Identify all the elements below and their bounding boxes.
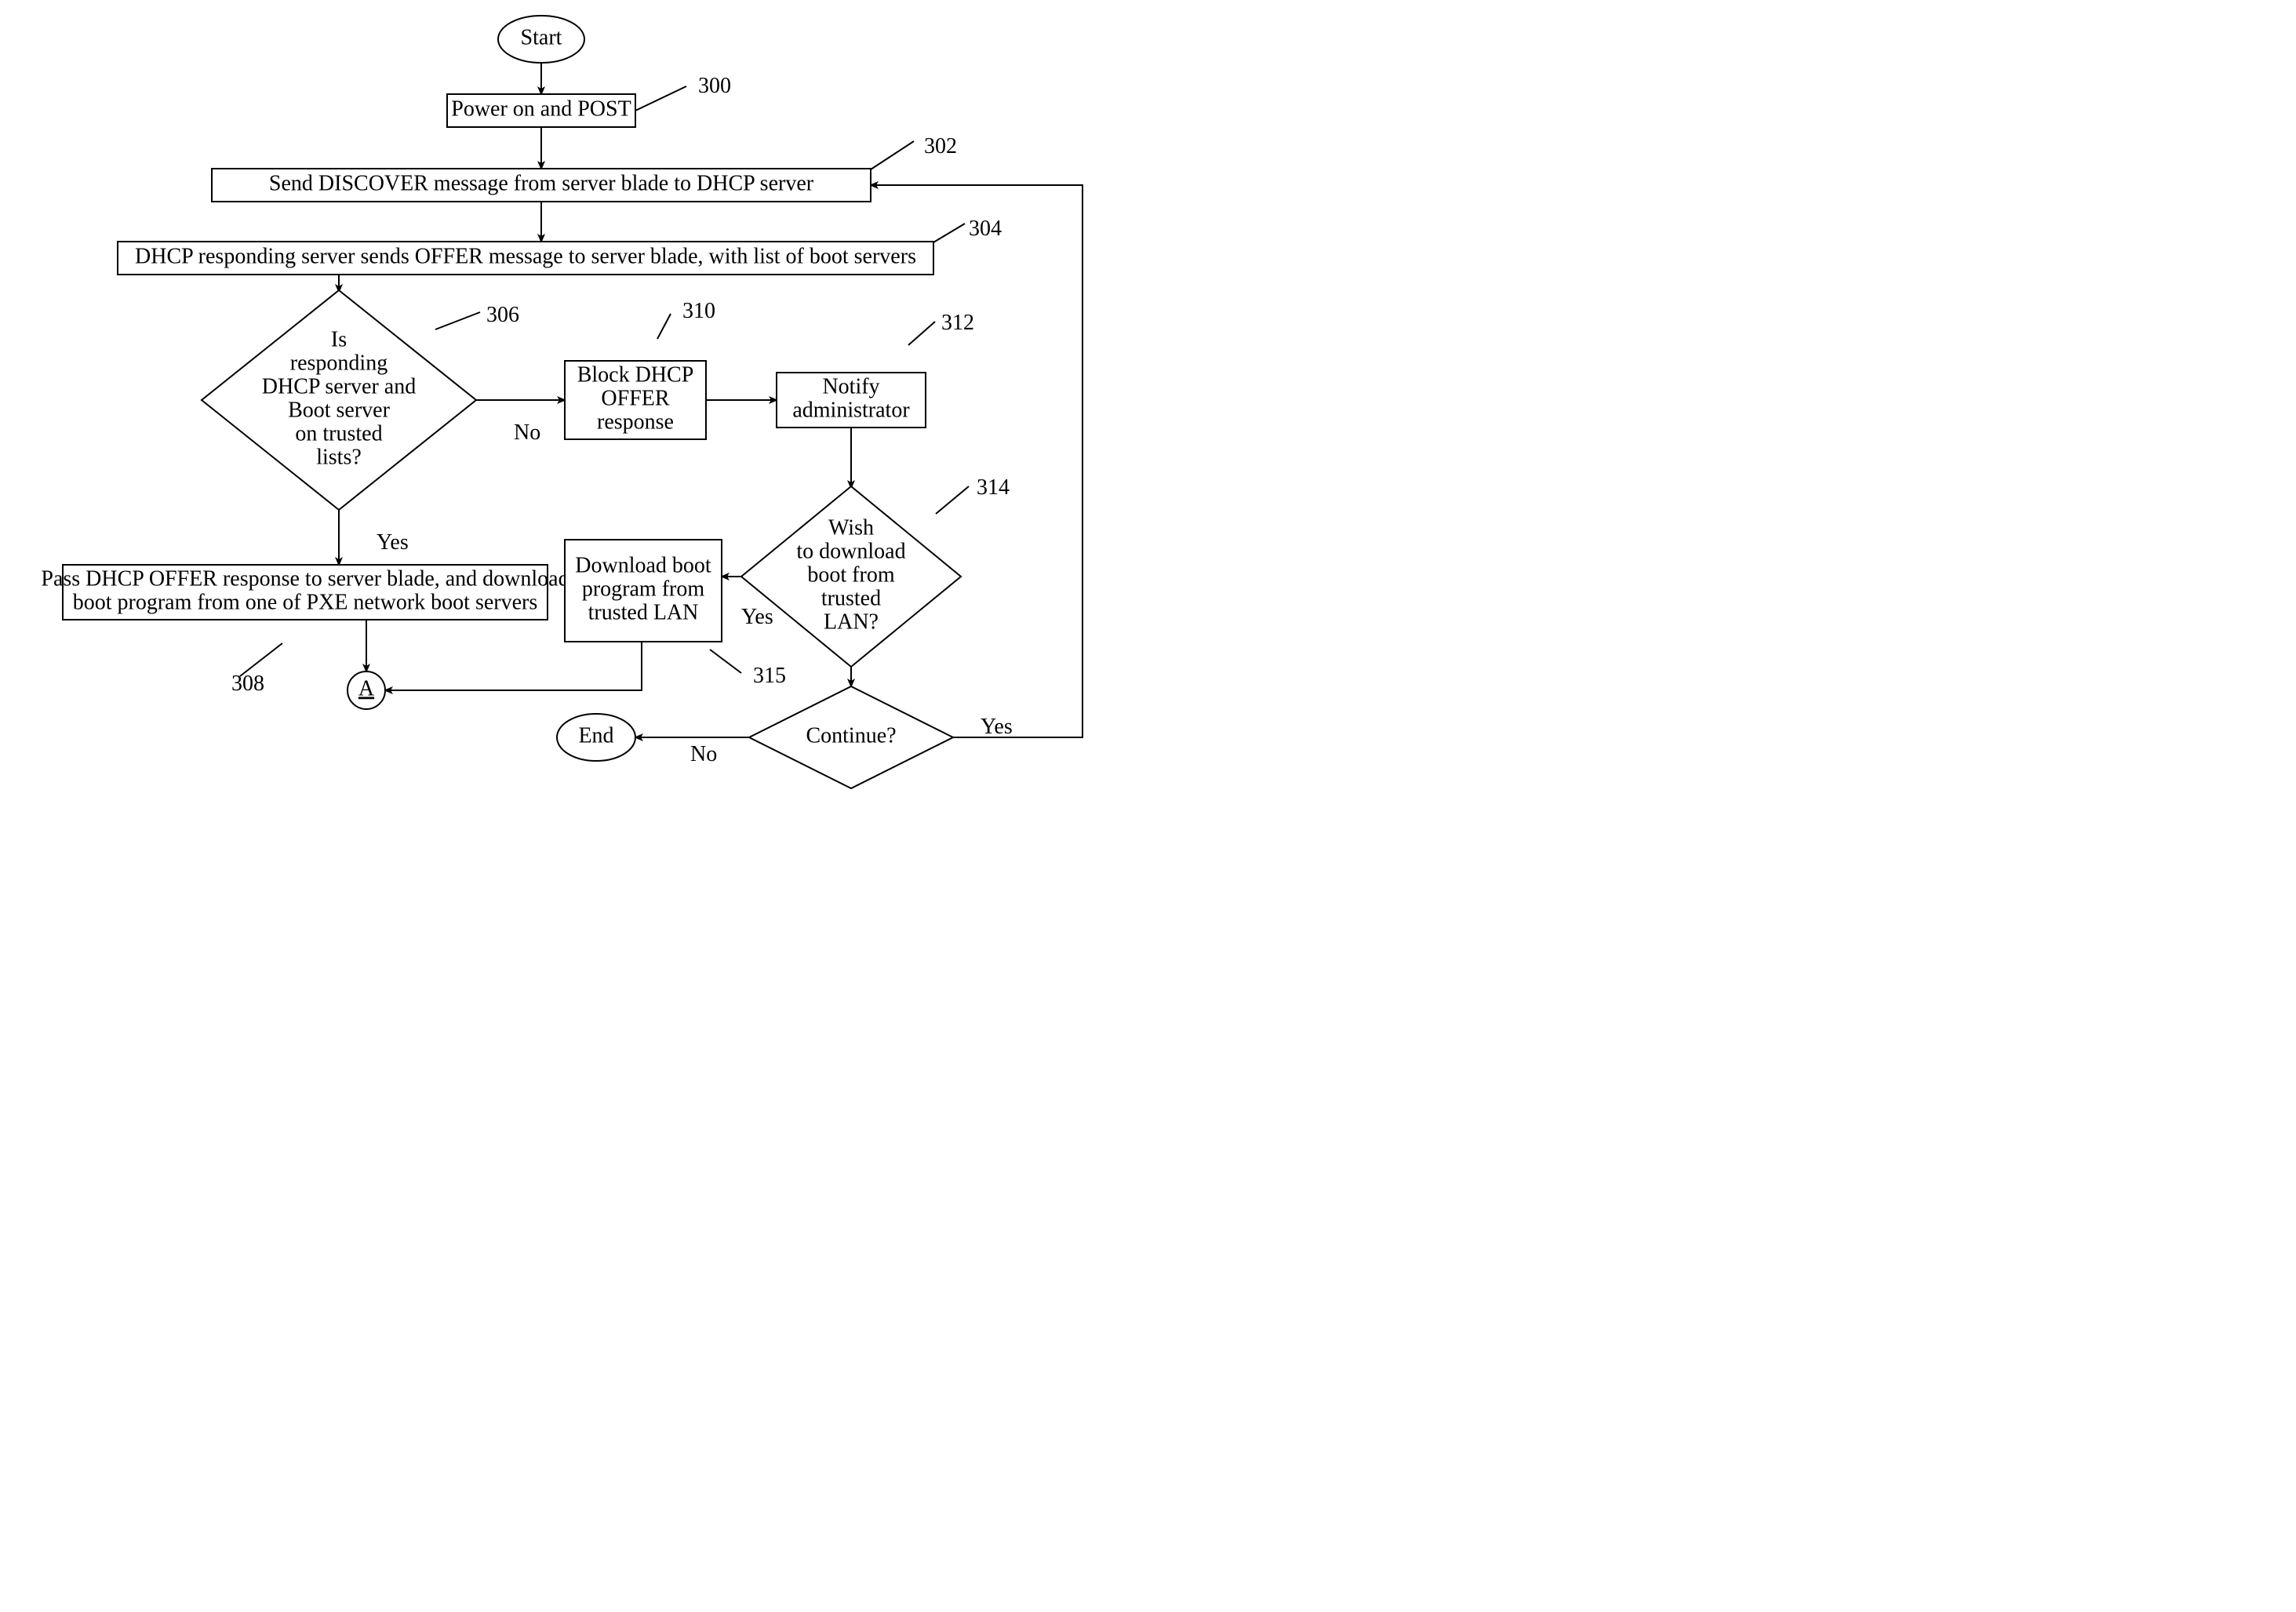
node-continue: Continue? xyxy=(749,686,953,788)
edge-label-noCont: No xyxy=(690,742,717,766)
node-text: Continue? xyxy=(806,723,896,748)
node-text: lists? xyxy=(316,445,362,469)
node-n300: Power on and POST xyxy=(447,94,635,127)
node-text: Boot server xyxy=(288,398,391,422)
edge-label-yesCont: Yes xyxy=(981,715,1013,739)
node-n302: Send DISCOVER message from server blade … xyxy=(212,169,871,202)
ref-label-314: 314 xyxy=(977,475,1010,500)
node-text: LAN? xyxy=(824,610,879,634)
node-text: Block DHCP xyxy=(577,362,694,387)
node-text: on trusted xyxy=(295,421,382,446)
node-text: Notify xyxy=(822,374,879,398)
node-text: trusted xyxy=(821,586,881,610)
callout-line xyxy=(933,224,965,242)
node-text: Pass DHCP OFFER response to server blade… xyxy=(41,566,569,591)
node-text: trusted LAN xyxy=(588,600,699,624)
flowchart-canvas: Start Power on and POST Send DISCOVER mess… xyxy=(0,0,1145,816)
ref-label-312: 312 xyxy=(941,311,974,335)
ref-label-300: 300 xyxy=(698,74,731,98)
edge-label-no306: No xyxy=(514,420,540,445)
node-text: Send DISCOVER message from server blade … xyxy=(269,171,814,195)
node-text: Download boot xyxy=(575,553,711,577)
node-text: boot from xyxy=(807,562,894,587)
node-end: End xyxy=(557,714,635,761)
node-n312: Notifyadministrator xyxy=(777,373,926,428)
edge-label-yes306: Yes xyxy=(377,530,409,555)
ref-label-304: 304 xyxy=(969,217,1002,241)
ref-label-306: 306 xyxy=(486,303,519,327)
callout-line xyxy=(635,86,686,111)
node-text: Power on and POST xyxy=(451,96,631,121)
node-text: End xyxy=(578,723,613,748)
node-text: program from xyxy=(582,577,705,601)
node-n310: Block DHCPOFFERresponse xyxy=(565,361,706,439)
node-text: Start xyxy=(521,25,562,49)
node-text: responding xyxy=(290,351,388,375)
node-n306: IsrespondingDHCP server andBoot serveron… xyxy=(202,290,476,510)
node-text: A xyxy=(358,676,375,700)
ref-label-302: 302 xyxy=(924,134,957,158)
node-text: Wish xyxy=(828,515,874,540)
callout-line xyxy=(657,314,671,339)
node-text: to download xyxy=(796,539,905,563)
ref-label-315: 315 xyxy=(753,664,786,688)
ref-label-308: 308 xyxy=(231,671,264,696)
node-n315: Download bootprogram fromtrusted LAN xyxy=(565,540,722,642)
node-text: DHCP server and xyxy=(262,374,416,398)
callout-line xyxy=(710,650,741,673)
node-start: Start xyxy=(498,16,584,63)
node-text: boot program from one of PXE network boo… xyxy=(73,590,538,614)
callout-line xyxy=(871,141,914,169)
ref-label-310: 310 xyxy=(682,299,715,323)
node-n308: Pass DHCP OFFER response to server blade… xyxy=(41,565,569,620)
node-text: OFFER xyxy=(601,386,669,410)
edge-n315-connA xyxy=(385,642,642,690)
node-n314: Wishto downloadboot fromtrustedLAN? xyxy=(741,486,961,667)
node-text: administrator xyxy=(792,398,910,422)
edge-label-yes314: Yes xyxy=(741,605,773,629)
callout-line xyxy=(936,486,969,514)
callout-line xyxy=(435,312,480,329)
node-n304: DHCP responding server sends OFFER messa… xyxy=(118,242,933,275)
node-text: Is xyxy=(331,327,347,351)
callout-line xyxy=(908,322,935,345)
node-text: response xyxy=(597,409,674,434)
node-connA: A xyxy=(347,671,385,709)
node-text: DHCP responding server sends OFFER messa… xyxy=(135,244,916,268)
